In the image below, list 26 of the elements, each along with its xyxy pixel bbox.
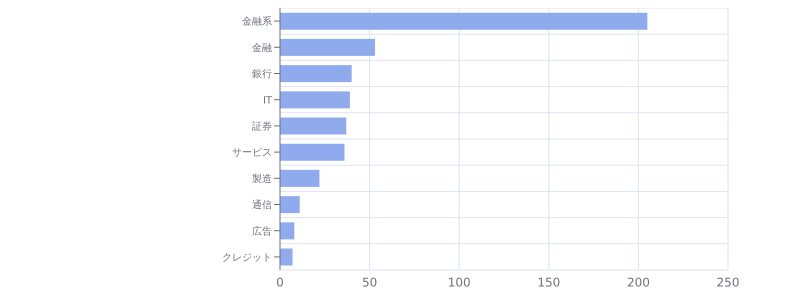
y-tick-label: IT xyxy=(262,95,273,106)
bar xyxy=(280,65,352,82)
x-tick-label: 200 xyxy=(626,276,650,290)
y-tick-label: 金融系 xyxy=(242,16,272,28)
x-tick-label: 50 xyxy=(362,276,378,290)
y-tick-label: クレジット xyxy=(222,252,272,264)
bar xyxy=(280,248,293,266)
x-tick-label: 250 xyxy=(716,276,740,290)
bar xyxy=(280,222,294,240)
x-tick-label: 100 xyxy=(448,276,471,290)
y-tick-label: 金融 xyxy=(252,42,272,54)
bar xyxy=(280,170,320,187)
y-tick-label: 広告 xyxy=(252,225,272,238)
bar xyxy=(280,38,375,56)
y-tick-label: 証券 xyxy=(252,120,272,132)
bar xyxy=(280,144,345,161)
y-tick-label: サービス xyxy=(232,148,272,159)
x-tick-label: 0 xyxy=(276,276,284,290)
bar xyxy=(280,196,300,214)
bar xyxy=(280,118,346,135)
y-tick-label: 銀行 xyxy=(252,69,272,80)
y-tick-label: 製造 xyxy=(252,172,272,185)
x-tick-label: 150 xyxy=(537,276,560,290)
y-tick-label: 通信 xyxy=(252,199,272,212)
bar xyxy=(280,12,648,30)
bar xyxy=(280,91,350,108)
